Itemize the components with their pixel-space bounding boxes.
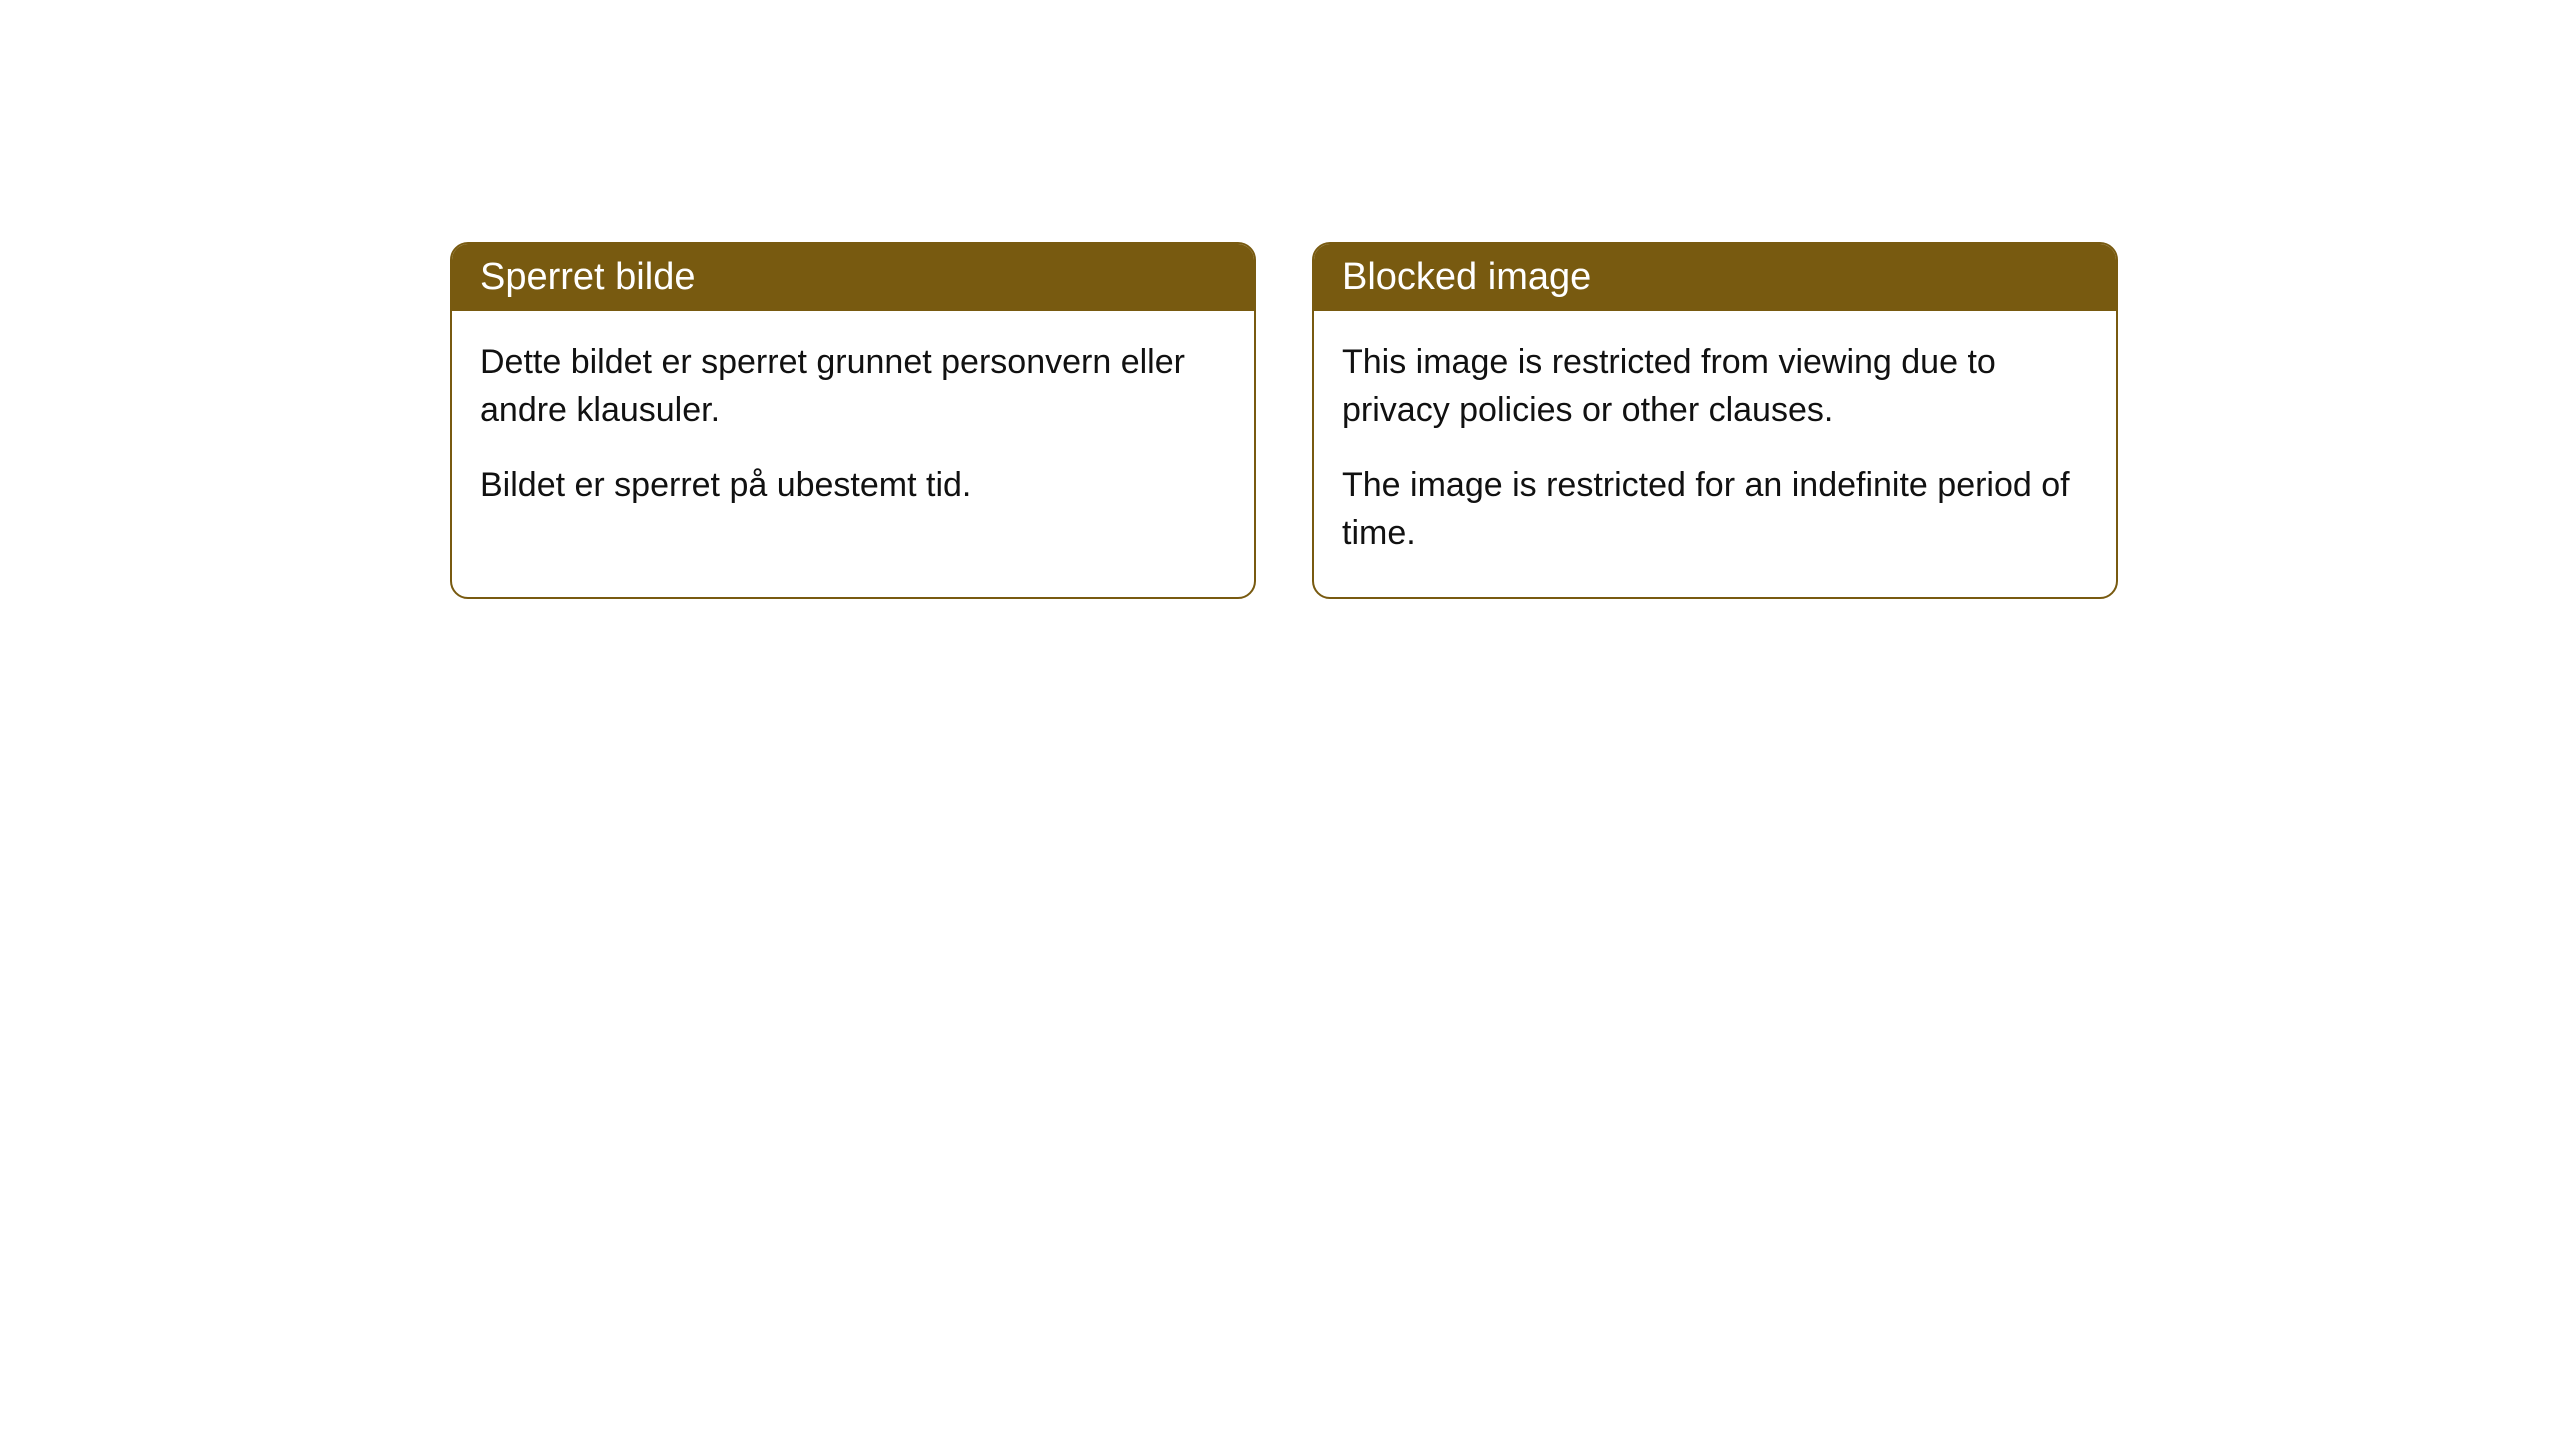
card-body: Dette bildet er sperret grunnet personve… (452, 311, 1254, 550)
card-body: This image is restricted from viewing du… (1314, 311, 2116, 597)
card-title: Sperret bilde (480, 256, 695, 298)
notice-cards-container: Sperret bilde Dette bildet er sperret gr… (450, 242, 2118, 599)
card-paragraph: This image is restricted from viewing du… (1342, 339, 2088, 434)
card-paragraph: Bildet er sperret på ubestemt tid. (480, 462, 1226, 510)
card-paragraph: The image is restricted for an indefinit… (1342, 462, 2088, 557)
card-header: Blocked image (1314, 244, 2116, 311)
card-header: Sperret bilde (452, 244, 1254, 311)
card-title: Blocked image (1342, 256, 1591, 298)
card-paragraph: Dette bildet er sperret grunnet personve… (480, 339, 1226, 434)
notice-card-norwegian: Sperret bilde Dette bildet er sperret gr… (450, 242, 1256, 599)
notice-card-english: Blocked image This image is restricted f… (1312, 242, 2118, 599)
